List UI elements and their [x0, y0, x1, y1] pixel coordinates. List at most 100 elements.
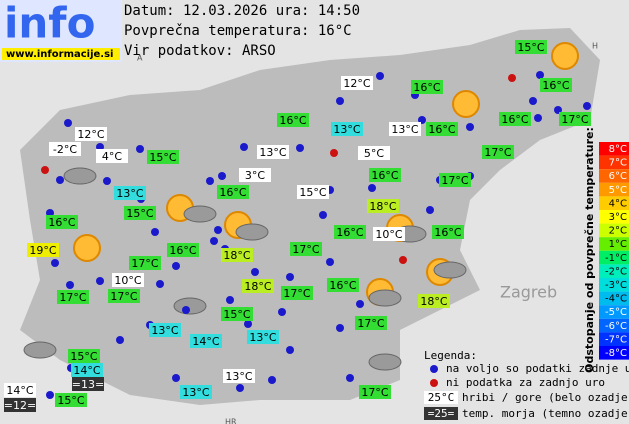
cloud-icon: [63, 167, 97, 185]
station-temp: 14°C: [73, 364, 100, 377]
station-temp: 15°C: [223, 308, 250, 321]
scale-swatch: [599, 237, 629, 251]
station-temp: 18°C: [369, 200, 396, 213]
country-shape: [20, 28, 600, 405]
scale-swatch: [599, 155, 629, 170]
station-box: [71, 363, 103, 377]
legend-swatch: [424, 407, 458, 420]
station-dot: [319, 211, 327, 219]
cloud-icon: [235, 223, 269, 241]
scale-swatch: [599, 250, 629, 265]
scale-swatch: [599, 142, 629, 156]
station-box: [221, 248, 253, 262]
station-temp: 13°C: [182, 386, 209, 399]
station-box: [373, 227, 405, 241]
station-temp: =13=: [72, 378, 104, 391]
station-temp: 17°C: [283, 287, 310, 300]
station-temp: 3°C: [245, 169, 265, 182]
scale-swatch: [599, 332, 629, 346]
legend-text: temp. morja (temno ozadje): [462, 407, 629, 420]
station-temp: 13°C: [333, 123, 360, 136]
scale-label: 1°C: [609, 239, 627, 250]
scale-label: -2°C: [605, 266, 627, 277]
station-dot: [536, 71, 544, 79]
cloud-icon: [368, 353, 402, 371]
station-temp: =12=: [4, 399, 36, 412]
station-dot: [182, 306, 190, 314]
scale-label: 4°C: [609, 198, 627, 209]
site-box: [2, 48, 120, 60]
station-box: [257, 145, 289, 159]
station-dot: [244, 320, 252, 328]
station-box: [167, 243, 199, 257]
legend-swatch: [424, 391, 458, 404]
station-dot: [336, 324, 344, 332]
station-box: [75, 127, 107, 141]
station-box: [341, 76, 373, 90]
scale-swatch: [599, 210, 629, 224]
station-dot: [46, 391, 54, 399]
station-dot: [278, 308, 286, 316]
station-box: [290, 242, 322, 256]
legend-dot: [430, 365, 438, 373]
station-temp: 12°C: [77, 128, 104, 141]
station-box: [359, 385, 391, 399]
scale-swatch: [599, 305, 629, 319]
legend-dot: [430, 379, 438, 387]
scale-swatch: [599, 346, 629, 360]
station-dot: [172, 374, 180, 382]
station-box: [221, 307, 253, 321]
station-dot: [583, 102, 591, 110]
station-box: [149, 323, 181, 337]
station-box: [49, 142, 81, 156]
station-temp: 19°C: [29, 244, 56, 257]
station-dot: [368, 184, 376, 192]
scale-label: 5°C: [609, 185, 627, 196]
station-box: [281, 286, 313, 300]
scale-swatch: [599, 196, 629, 210]
station-box: [217, 185, 249, 199]
station-box: [358, 146, 390, 160]
station-box: [334, 225, 366, 239]
station-box: [432, 225, 464, 239]
legend-text: ni podatka za zadnjo uro: [446, 376, 605, 389]
average-line: Povprečna temperatura: 16°C: [124, 23, 352, 39]
station-dot: [151, 228, 159, 236]
station-temp: 17°C: [292, 243, 319, 256]
station-box: [180, 385, 212, 399]
station-box: [190, 334, 222, 348]
station-temp: 16°C: [371, 169, 398, 182]
station-dot: [210, 237, 218, 245]
cloud-icon: [173, 297, 207, 315]
sun-icon: [73, 234, 101, 262]
scale-label: -5°C: [605, 307, 627, 318]
station-box: [418, 294, 450, 308]
station-box: [439, 173, 471, 187]
station-temp: 16°C: [219, 186, 246, 199]
station-temp: 13°C: [249, 331, 276, 344]
station-temp: 14°C: [6, 384, 33, 397]
missing-dot: [330, 149, 338, 157]
station-dot: [218, 172, 226, 180]
station-dot: [116, 336, 124, 344]
station-temp: 16°C: [169, 244, 196, 257]
station-temp: 17°C: [357, 317, 384, 330]
station-box: [114, 186, 146, 200]
station-box: [559, 112, 591, 126]
station-dot: [236, 384, 244, 392]
station-temp: 16°C: [434, 226, 461, 239]
station-temp: 17°C: [59, 291, 86, 304]
station-box: [147, 150, 179, 164]
station-temp: 12°C: [343, 77, 370, 90]
station-box: [297, 185, 329, 199]
station-dot: [466, 123, 474, 131]
station-temp: 10°C: [114, 274, 141, 287]
station-box: [367, 199, 399, 213]
station-box: [482, 145, 514, 159]
station-temp: 18°C: [244, 280, 271, 293]
cloud-icon: [23, 341, 57, 359]
station-dot: [156, 280, 164, 288]
station-box: [331, 122, 363, 136]
station-box: [277, 113, 309, 127]
station-temp: 17°C: [361, 386, 388, 399]
